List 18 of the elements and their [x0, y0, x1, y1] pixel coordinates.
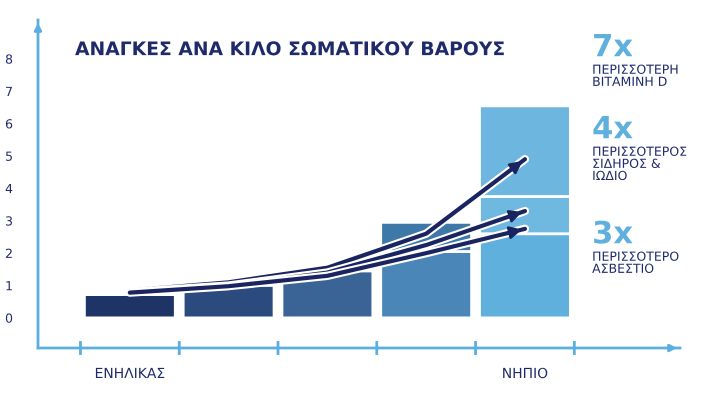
text: 3x — [594, 220, 633, 244]
text: ΠΕΡΙΣΣΟΤΕΡΟ ΑΣΒΕΣΤΙΟ — [592, 251, 678, 274]
x-tick-label: ΝΗΠΙΟ — [503, 368, 548, 378]
text: 7x — [594, 34, 633, 56]
y-tick-label: 4 — [6, 184, 12, 194]
text: 4x — [593, 116, 633, 138]
y-tick-label: 2 — [6, 248, 12, 258]
text: ΠΕΡΙΣΣΟΤΕΡΟΣ ΣΙΔΗΡΟΣ & ΙΩΔΙΟ — [593, 146, 686, 180]
y-tick-label: 0 — [6, 313, 12, 323]
text: ΠΕΡΙΣΣΟΤΕΡΗ ΒΙΤΑΜΙΝΗ D — [593, 64, 678, 86]
y-tick-label: 3 — [6, 216, 12, 226]
text: ΑΝΑΓΚΕΣ ΑΝΑ ΚΙΛΟ ΣΩΜΑΤΙΚΟΥ ΒΑΡΟΥΣ — [75, 41, 504, 56]
y-tick-label: 1 — [6, 281, 12, 290]
y-tick-label: 7 — [6, 86, 12, 96]
x-tick-label: ΕΝΗΛΙΚΑΣ — [96, 368, 164, 378]
y-tick-label: 8 — [6, 54, 12, 64]
y-tick-label: 5 — [6, 152, 12, 161]
y-tick-label: 6 — [6, 119, 12, 129]
